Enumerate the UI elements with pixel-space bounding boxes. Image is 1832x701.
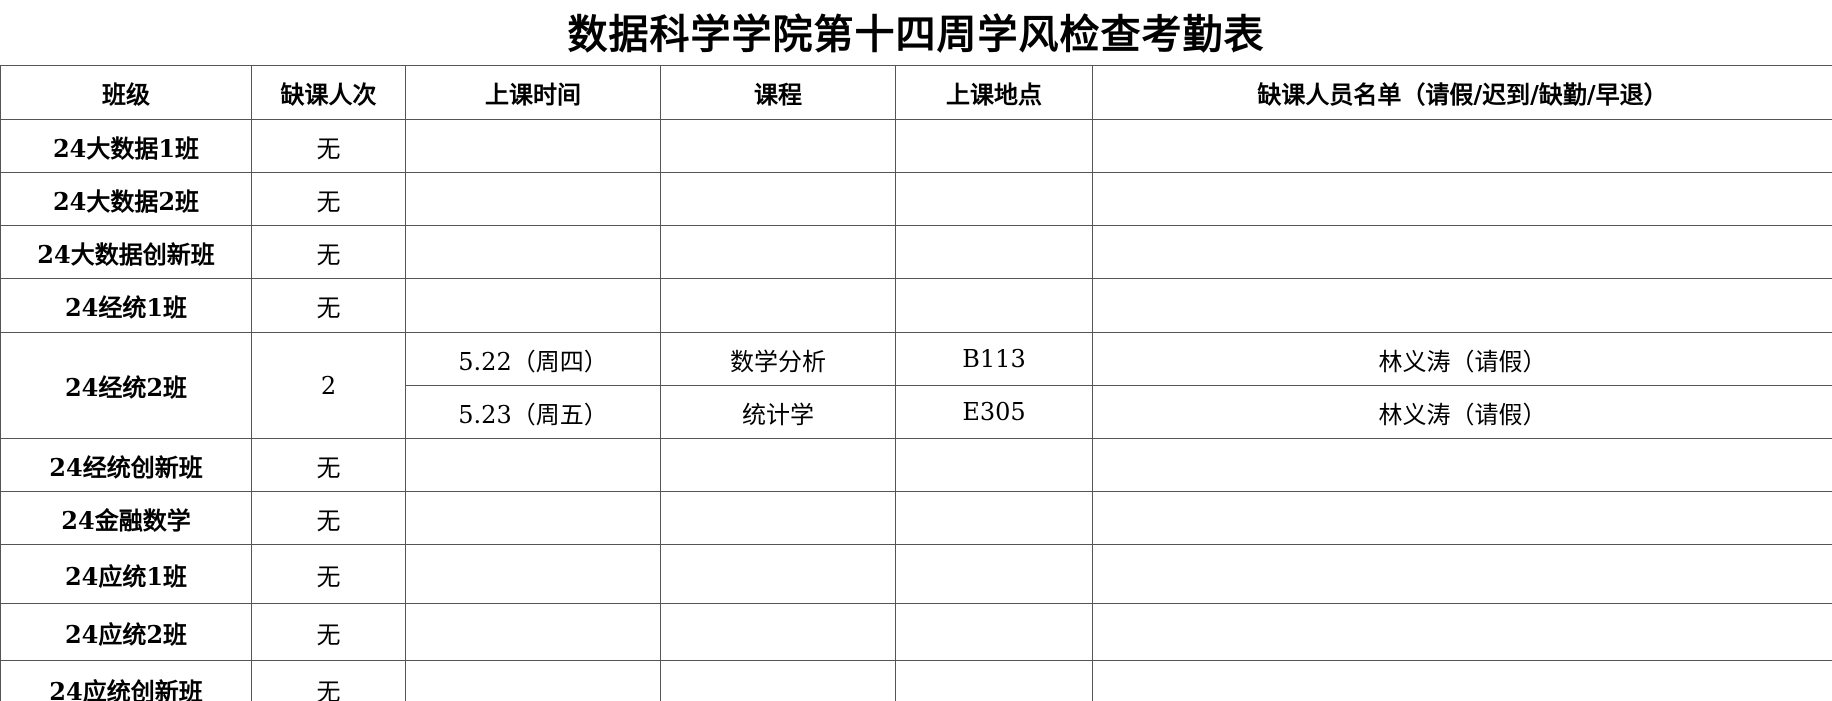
place-cell <box>895 438 1093 492</box>
absence-cell: 无 <box>251 438 406 492</box>
absence-cell: 无 <box>251 225 406 279</box>
title: 数据科学学院第十四周学风检查考勤表 <box>567 11 1265 58</box>
time-cell: 5.22（周四） <box>405 332 661 386</box>
row: 24经统创新班无 <box>0 438 1832 492</box>
row: 24金融数学无 <box>0 491 1832 545</box>
row: 24应统2班无 <box>0 603 1832 661</box>
names-cell <box>1092 660 1832 701</box>
course-cell <box>660 544 896 604</box>
names-cell <box>1092 544 1832 604</box>
names-cell <box>1092 172 1832 226</box>
row: 24大数据创新班无 <box>0 225 1832 279</box>
course-cell <box>660 438 896 492</box>
header-cell: 上课时间 <box>405 65 661 120</box>
place-cell <box>895 544 1093 604</box>
header-cell: 缺课人员名单（请假/迟到/缺勤/早退） <box>1092 65 1832 120</box>
class-cell: 24应统2班 <box>0 603 252 661</box>
names-cell <box>1092 491 1832 545</box>
class-cell: 24经统1班 <box>0 278 252 333</box>
place-cell <box>895 660 1093 701</box>
names-cell <box>1092 225 1832 279</box>
row: 24应统1班无 <box>0 544 1832 604</box>
absence-cell: 无 <box>251 119 406 173</box>
time-cell <box>405 119 661 173</box>
header-cell: 缺课人次 <box>251 65 406 120</box>
time-cell <box>405 225 661 279</box>
names-cell <box>1092 278 1832 333</box>
time-cell <box>405 172 661 226</box>
course-cell <box>660 225 896 279</box>
time-cell: 5.23（周五） <box>405 385 661 439</box>
absence-cell: 无 <box>251 278 406 333</box>
place-cell <box>895 603 1093 661</box>
class-cell: 24经统2班 <box>0 332 252 439</box>
course-cell <box>660 603 896 661</box>
absence-cell: 无 <box>251 491 406 545</box>
course-cell <box>660 172 896 226</box>
class-cell: 24应统创新班 <box>0 660 252 701</box>
row: 24经统1班无 <box>0 278 1832 333</box>
header-row: 班级 缺课人次 上课时间 课程 上课地点 缺课人员名单（请假/迟到/缺勤/早退） <box>0 65 1832 120</box>
course-cell: 数学分析 <box>660 332 896 386</box>
row: 24大数据2班无 <box>0 172 1832 226</box>
time-cell <box>405 660 661 701</box>
course-cell <box>660 278 896 333</box>
class-cell: 24大数据创新班 <box>0 225 252 279</box>
header-cell: 班级 <box>0 65 252 120</box>
time-cell <box>405 438 661 492</box>
place-cell: B113 <box>895 332 1093 386</box>
names-cell: 林义涛（请假） <box>1092 332 1832 386</box>
time-cell <box>405 491 661 545</box>
place-cell: E305 <box>895 385 1093 439</box>
place-cell <box>895 172 1093 226</box>
class-cell: 24大数据2班 <box>0 172 252 226</box>
row: 24应统创新班无 <box>0 660 1832 701</box>
names-cell: 林义涛（请假） <box>1092 385 1832 439</box>
absence-cell: 2 <box>251 332 406 439</box>
place-cell <box>895 278 1093 333</box>
names-cell <box>1092 603 1832 661</box>
attendance-table: 班级 缺课人次 上课时间 课程 上课地点 缺课人员名单（请假/迟到/缺勤/早退） 24大数… <box>0 65 1832 701</box>
absence-cell: 无 <box>251 172 406 226</box>
names-cell <box>1092 438 1832 492</box>
row: 24经统2班 2 5.22（周四） 数学分析 B113 林义涛（请假） <box>0 332 1832 439</box>
names-cell <box>1092 119 1832 173</box>
header-cell: 上课地点 <box>895 65 1093 120</box>
header-cell: 课程 <box>660 65 896 120</box>
row: 24大数据1班无 <box>0 119 1832 173</box>
course-cell <box>660 119 896 173</box>
course-cell: 统计学 <box>660 385 896 439</box>
course-cell <box>660 660 896 701</box>
course-cell <box>660 491 896 545</box>
class-cell: 24应统1班 <box>0 544 252 604</box>
class-cell: 24金融数学 <box>0 491 252 545</box>
absence-cell: 无 <box>251 603 406 661</box>
class-cell: 24大数据1班 <box>0 119 252 173</box>
time-cell <box>405 603 661 661</box>
absence-cell: 无 <box>251 544 406 604</box>
place-cell <box>895 491 1093 545</box>
class-cell: 24经统创新班 <box>0 438 252 492</box>
absence-cell: 无 <box>251 660 406 701</box>
place-cell <box>895 119 1093 173</box>
time-cell <box>405 278 661 333</box>
time-cell <box>405 544 661 604</box>
place-cell <box>895 225 1093 279</box>
